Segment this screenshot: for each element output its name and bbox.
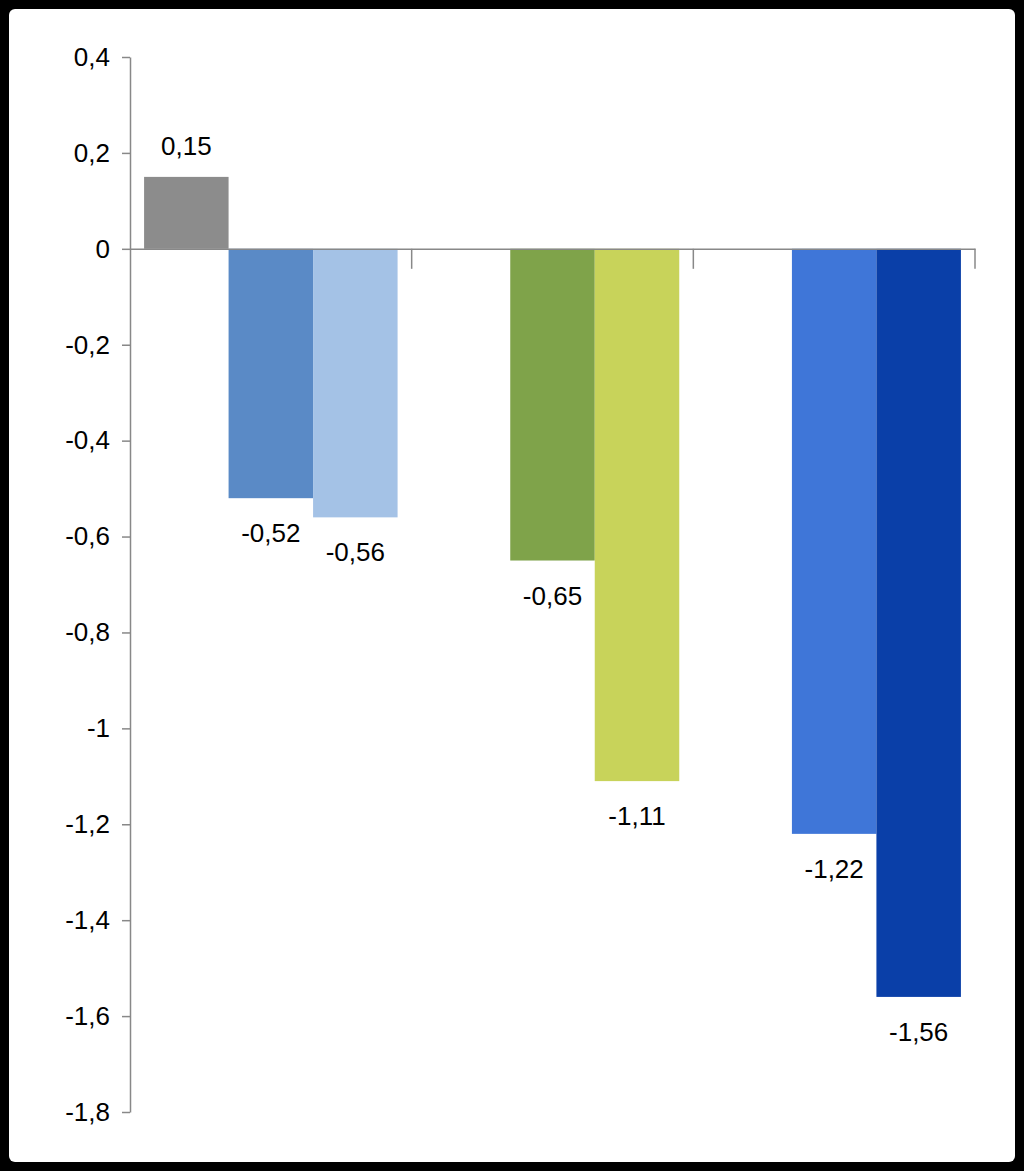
y-tick: -1,4 bbox=[65, 905, 130, 935]
y-tick-mark bbox=[122, 824, 130, 826]
bar bbox=[792, 249, 877, 834]
x-tick-mark bbox=[693, 249, 695, 269]
y-tick: 0 bbox=[96, 234, 130, 264]
y-tick-mark bbox=[122, 1112, 130, 1114]
data-label: -1,22 bbox=[805, 854, 864, 884]
y-tick-label: -1,8 bbox=[65, 1097, 110, 1127]
x-tick-mark bbox=[974, 249, 976, 269]
y-tick-mark bbox=[122, 440, 130, 442]
y-tick-label: 0,4 bbox=[74, 42, 110, 72]
y-tick-mark bbox=[122, 344, 130, 346]
bar bbox=[510, 249, 595, 561]
y-tick-mark bbox=[122, 920, 130, 922]
bar bbox=[313, 249, 398, 518]
y-tick-label: 0 bbox=[96, 234, 110, 264]
frame bbox=[0, 0, 1024, 1171]
bar bbox=[144, 177, 229, 249]
bar bbox=[876, 249, 961, 997]
data-label: 0,15 bbox=[161, 131, 212, 161]
data-label: -0,56 bbox=[326, 537, 385, 567]
data-label: -1,11 bbox=[608, 801, 665, 831]
y-tick: 0,4 bbox=[74, 42, 130, 72]
y-tick: -0,4 bbox=[65, 425, 130, 455]
x-tick-mark bbox=[411, 249, 413, 269]
y-tick-mark bbox=[122, 153, 130, 155]
data-label: -0,65 bbox=[523, 581, 582, 611]
background bbox=[9, 9, 1015, 1162]
y-tick: -1,8 bbox=[65, 1097, 130, 1127]
y-tick: -1 bbox=[87, 713, 130, 743]
data-label: -0,52 bbox=[241, 518, 300, 548]
y-tick-mark bbox=[122, 536, 130, 538]
y-tick-label: -0,2 bbox=[65, 330, 110, 360]
y-tick-label: -0,8 bbox=[65, 617, 110, 647]
y-axis-line bbox=[130, 58, 132, 1113]
y-tick: -0,8 bbox=[65, 617, 130, 647]
y-tick: -0,6 bbox=[65, 521, 130, 551]
y-tick-label: -1 bbox=[87, 713, 110, 743]
y-tick-mark bbox=[122, 249, 130, 251]
x-axis-line bbox=[131, 249, 976, 251]
y-tick-label: -1,6 bbox=[65, 1001, 110, 1031]
bar bbox=[229, 249, 313, 498]
y-tick-label: -0,4 bbox=[65, 425, 110, 455]
y-tick-label: 0,2 bbox=[74, 138, 110, 168]
x-axis bbox=[131, 249, 976, 269]
data-labels: 0,15 -0,52 -0,65 -1,22 -0,56 -1,11 -1,56 bbox=[161, 131, 948, 1047]
data-label: -1,56 bbox=[889, 1017, 948, 1047]
y-tick-mark bbox=[122, 1016, 130, 1018]
y-tick: 0,2 bbox=[74, 138, 130, 168]
y-tick-label: -1,4 bbox=[65, 905, 110, 935]
bar bbox=[595, 249, 680, 781]
chart: 0,4 0,2 0 -0,2 -0,4 -0,6 -0,8 -1 -1,2 -1,4 -1,6 -1,… bbox=[0, 0, 1024, 1171]
y-tick-mark bbox=[122, 728, 130, 730]
y-tick-mark bbox=[122, 632, 130, 634]
bars bbox=[144, 177, 961, 997]
y-axis: 0,4 0,2 0 -0,2 -0,4 -0,6 -0,8 -1 -1,2 -1,4 -1,6 -1,… bbox=[65, 42, 130, 1127]
y-tick-label: -1,2 bbox=[65, 809, 110, 839]
y-tick-mark bbox=[122, 57, 130, 59]
y-tick: -1,6 bbox=[65, 1001, 130, 1031]
y-tick: -1,2 bbox=[65, 809, 130, 839]
y-tick-label: -0,6 bbox=[65, 521, 110, 551]
y-tick: -0,2 bbox=[65, 330, 130, 360]
